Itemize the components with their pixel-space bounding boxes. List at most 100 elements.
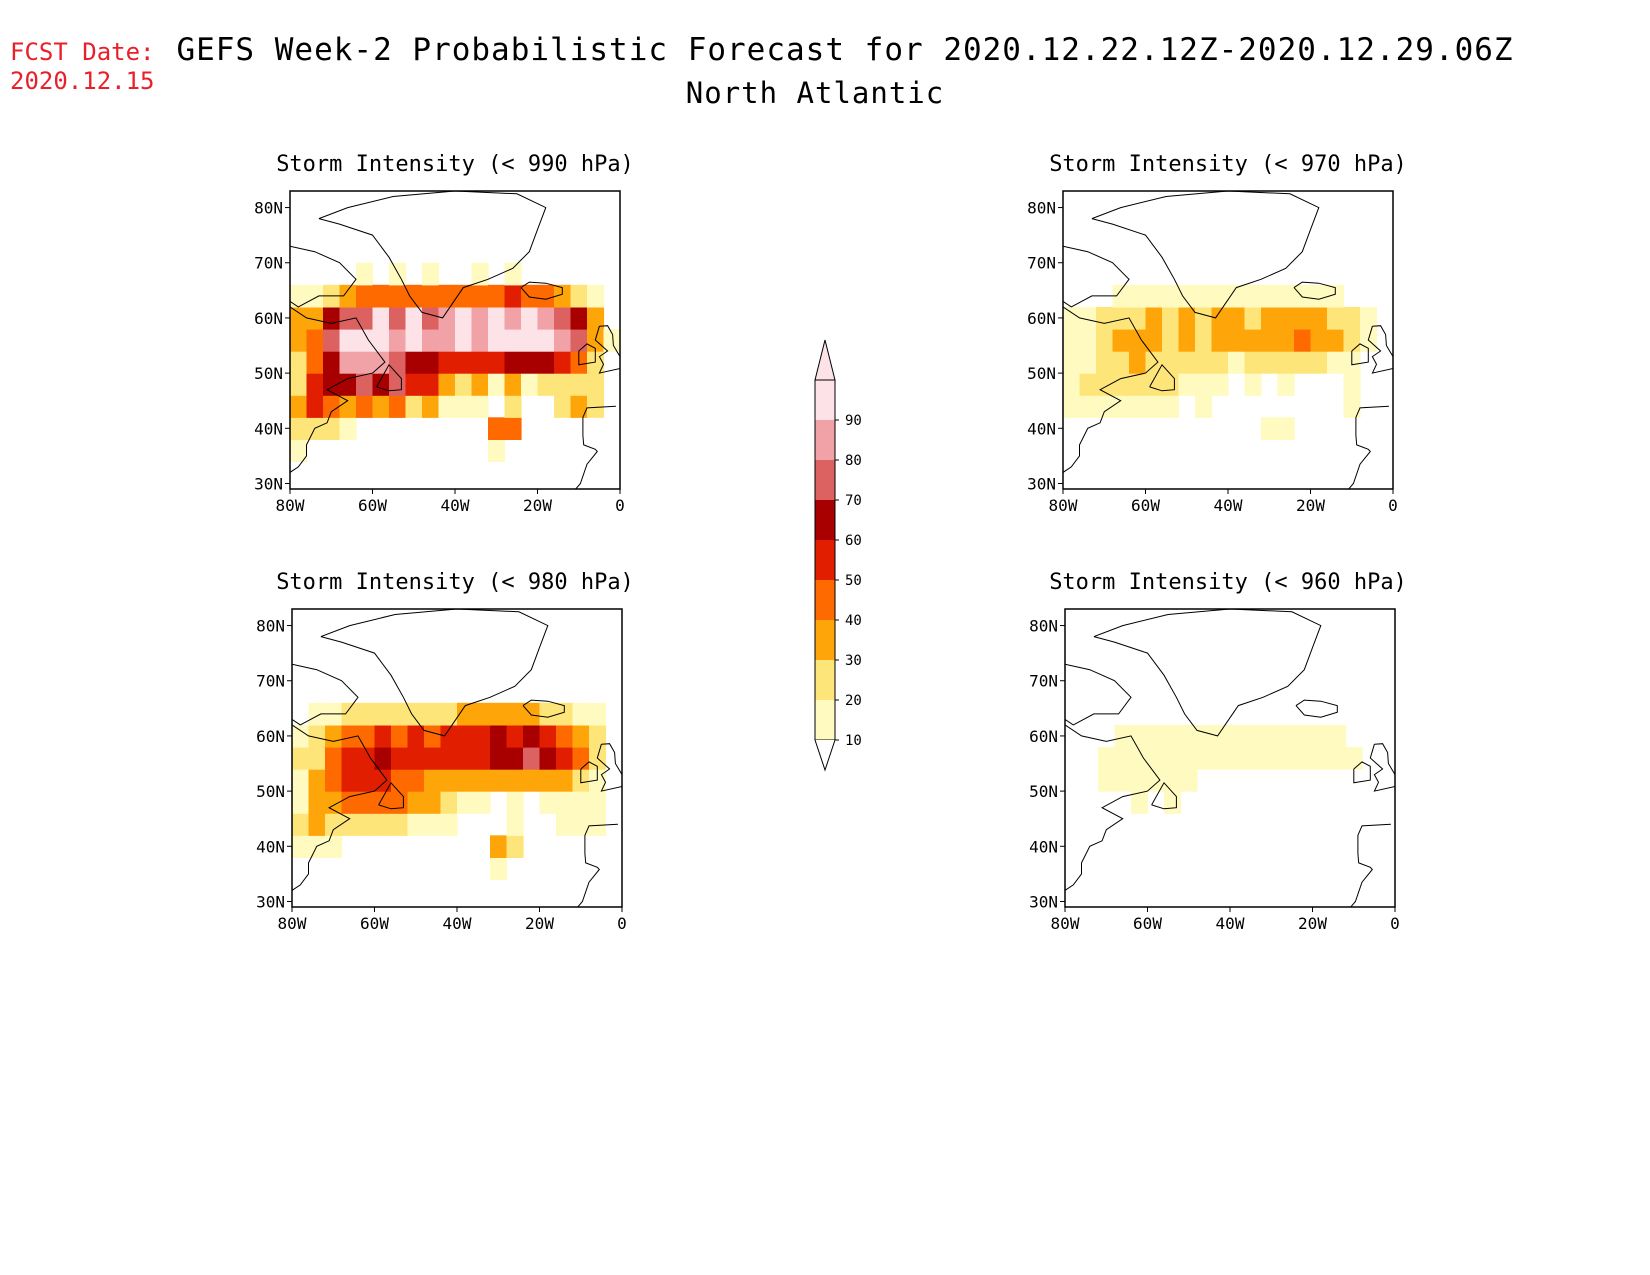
probability-cell [1079,306,1097,330]
probability-cell [556,769,574,792]
probability-cell [1147,724,1165,748]
probability-cell [473,791,491,814]
axis-ticks: 80W 60W 40W 20W 0 80N 70N 60N 50N 40N 30N [1029,617,1400,933]
probability-cell [471,284,489,308]
probability-cell [537,351,555,374]
probability-cell [1279,747,1297,770]
probability-cell [521,329,539,352]
colorbar-label: 50 [845,573,862,589]
probability-cell [325,813,343,836]
probability-cell [391,724,409,748]
probability-cell [1195,284,1213,308]
probability-cell [587,373,605,396]
probability-cell [323,417,341,440]
probability-cell [539,769,557,792]
probability-cell [1131,747,1149,770]
probability-cell [1131,769,1149,792]
coastline-segment [1091,191,1320,319]
probability-cell [374,747,392,770]
probability-cell [358,724,376,748]
probability-cell [1244,329,1262,352]
panel-storm-960: Storm Intensity (< 960 hPa) 80W 60W 40W 20W… [1029,570,1407,933]
coastline-segment [292,724,388,891]
probability-cell [1162,395,1180,418]
probability-cell [504,262,522,286]
coastline-segment [290,306,386,473]
lat-tick-label: 60N [256,727,285,746]
coastline-segment [320,609,549,737]
probability-cell [1195,329,1213,352]
probability-cell [488,351,506,374]
probability-cell [1164,769,1182,792]
probability-cell [1211,373,1229,396]
probability-cell [504,329,522,352]
probability-cell [556,747,574,770]
probability-cell [473,724,491,748]
probability-cell [1112,373,1130,396]
probability-cell [1180,724,1198,748]
probability-cell [1145,306,1163,330]
probability-cell [1096,351,1114,374]
coastline-segment [643,692,684,747]
probability-cell [1162,329,1180,352]
probability-cell [556,791,574,814]
probability-cell [1327,329,1345,352]
probability-cell [1129,329,1147,352]
probability-cell [1277,329,1295,352]
colorbar-swatch [815,380,835,420]
probability-cell [1164,747,1182,770]
probability-cell [407,702,425,726]
probability-cell [405,351,423,374]
probability-cell [308,702,326,726]
probability-cell [1211,329,1229,352]
probability-cell [1263,747,1281,770]
probability-cell [455,306,473,330]
probability-cell [556,813,574,836]
lat-tick-label: 40N [1029,837,1058,856]
probability-cell [339,284,357,308]
coastline-segment [596,743,622,792]
lat-tick-label: 70N [1029,672,1058,691]
probability-cell [391,791,409,814]
lon-tick-label: 0 [1388,496,1398,515]
probability-cell [389,373,407,396]
probability-cell [422,306,440,330]
lat-tick-label: 30N [1027,474,1056,493]
probability-cell [440,702,458,726]
probability-cell [1195,373,1213,396]
probability-cell [372,351,390,374]
probability-cell [325,835,343,858]
coastline-segment [641,274,682,329]
probability-cell [488,306,506,330]
probability-cell [455,284,473,308]
probability-cell [306,373,324,396]
probability-cell [339,329,357,352]
probability-cell [1277,351,1295,374]
probability-cell [521,306,539,330]
probability-cell [1244,284,1262,308]
coastline-segment [1353,761,1371,784]
probability-cell [506,747,524,770]
axis-ticks: 80W 60W 40W 20W 0 80N 70N 60N 50N 40N 30N [1027,199,1398,515]
panel-title: Storm Intensity (< 960 hPa) [1049,570,1407,595]
probability-cell [488,417,506,440]
probability-cell [554,395,572,418]
probability-cell [1228,306,1246,330]
probability-cell [372,306,390,330]
probability-cell [572,791,590,814]
probability-cell [506,835,524,858]
probability-cell [440,769,458,792]
probability-cell [603,329,620,352]
page-title: GEFS Week-2 Probabilistic Forecast for 2… [176,32,1514,68]
probability-cell [356,306,374,330]
lon-tick-label: 20W [523,496,552,515]
probability-cell [521,351,539,374]
colorbar: 10 20 30 40 50 60 70 80 90 [814,339,862,772]
probability-cell [424,747,442,770]
probability-cell [407,747,425,770]
coastline-segment [1367,325,1393,374]
probability-fill [1063,284,1378,440]
probability-cell [290,417,308,440]
probability-cell [471,351,489,374]
probability-cell [405,306,423,330]
